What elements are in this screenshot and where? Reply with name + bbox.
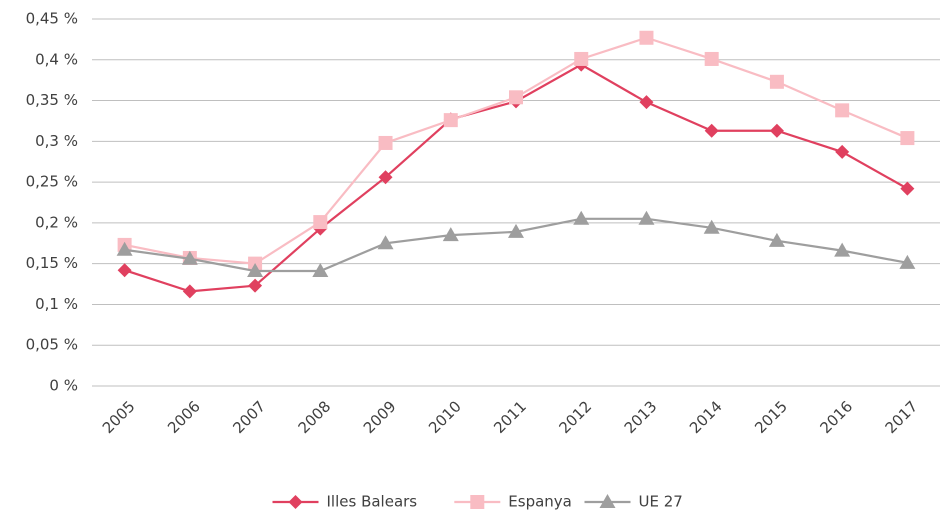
x-tick-label: 2017 [882, 397, 922, 437]
data-point [574, 51, 589, 66]
data-point [899, 254, 916, 269]
y-tick-label: 0,05 % [26, 336, 78, 354]
data-point [835, 103, 850, 118]
legend-label: Illes Balears [327, 493, 418, 511]
data-point [378, 135, 393, 150]
data-point [442, 227, 459, 242]
legend-label: Espanya [508, 493, 572, 511]
legend-marker [288, 495, 303, 509]
y-tick-label: 0,4 % [35, 50, 78, 68]
data-point [834, 242, 851, 257]
data-point [573, 210, 590, 225]
data-point [182, 284, 197, 299]
data-point [312, 263, 329, 278]
data-point [639, 30, 654, 45]
legend-marker [599, 494, 616, 508]
y-tick-label: 0,45 % [26, 10, 78, 28]
y-tick-label: 0 % [49, 377, 78, 395]
data-point [509, 90, 523, 105]
data-point [248, 278, 263, 293]
x-tick-label: 2005 [99, 397, 139, 437]
data-point [378, 170, 393, 185]
x-tick-label: 2010 [425, 397, 465, 437]
x-tick-label: 2006 [164, 397, 204, 437]
data-point [247, 263, 264, 278]
data-point [377, 235, 394, 250]
x-tick-label: 2012 [556, 397, 596, 437]
data-point [768, 232, 785, 247]
data-point [117, 263, 132, 278]
x-tick-label: 2014 [686, 397, 726, 437]
y-tick-label: 0,2 % [35, 213, 78, 231]
legend-label: UE 27 [639, 493, 683, 511]
data-point [639, 95, 654, 110]
data-point [508, 223, 524, 238]
y-tick-label: 0,25 % [26, 173, 78, 191]
x-tick-label: 2016 [816, 397, 856, 437]
data-point [638, 210, 655, 225]
data-point [116, 241, 133, 256]
x-tick-label: 2007 [229, 397, 269, 437]
data-point [900, 181, 915, 196]
y-tick-label: 0,1 % [35, 295, 78, 313]
data-point [703, 219, 720, 234]
x-tick-label: 2008 [295, 397, 335, 437]
y-tick-label: 0,35 % [26, 91, 78, 109]
x-tick-label: 2015 [751, 397, 791, 437]
y-tick-label: 0,3 % [35, 132, 78, 150]
data-point [769, 74, 784, 89]
y-tick-label: 0,15 % [26, 254, 78, 272]
data-point [443, 113, 458, 128]
data-point [313, 215, 328, 230]
x-tick-label: 2009 [360, 397, 400, 437]
data-point [704, 51, 719, 66]
data-point [181, 250, 198, 265]
data-point [835, 144, 850, 159]
data-point [769, 123, 784, 138]
legend-marker [470, 495, 485, 509]
x-tick-label: 2011 [490, 397, 530, 437]
data-point [704, 123, 719, 138]
x-tick-label: 2013 [621, 397, 661, 437]
data-point [900, 131, 915, 146]
